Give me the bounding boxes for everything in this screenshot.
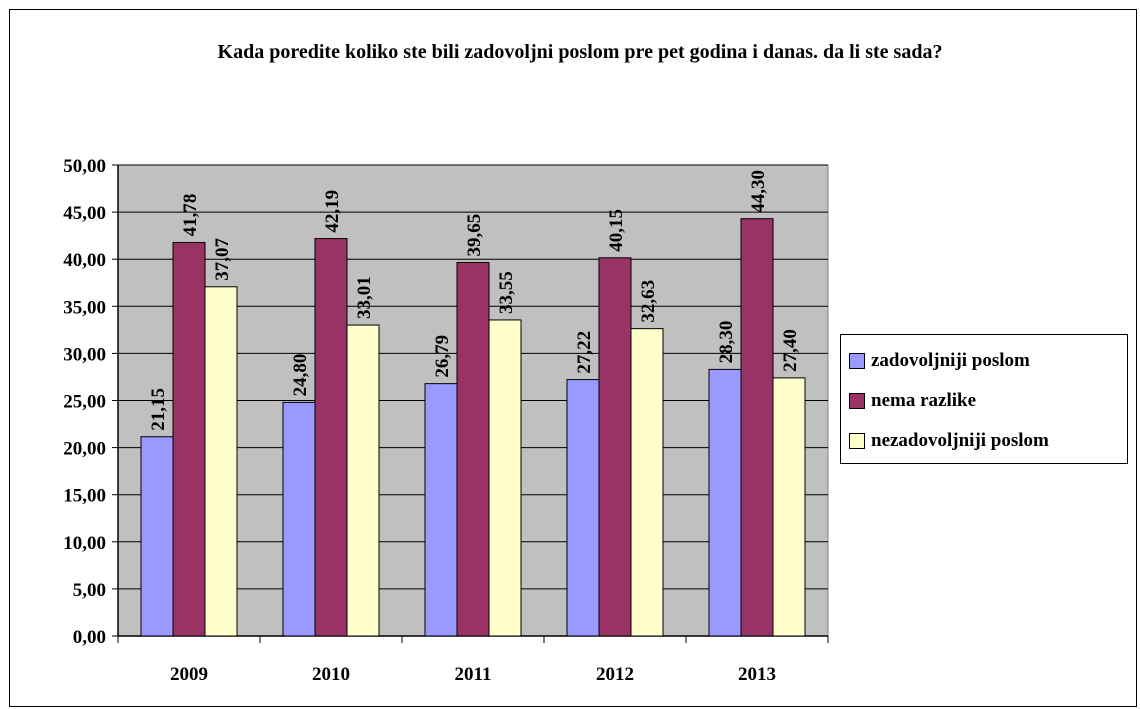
y-tick-label: 35,00 [63,297,106,318]
chart-title: Kada poredite koliko ste bili zadovoljni… [217,41,943,63]
data-label: 28,30 [716,321,737,364]
legend: zadovoljniji poslom nema razlike nezadov… [840,334,1128,464]
data-label: 33,55 [496,271,517,314]
x-category-label: 2010 [312,664,350,685]
bar [772,377,806,637]
legend-label: zadovoljniji poslom [871,350,1030,371]
data-label: 40,15 [606,209,627,252]
legend-item-nezadovoljniji: nezadovoljniji poslom [849,427,1049,455]
data-label: 27,40 [780,329,801,372]
data-label: 37,07 [212,238,233,281]
y-tick-label: 40,00 [63,250,106,271]
bar [456,261,490,637]
y-tick-label: 0,00 [73,627,106,648]
y-tick-label: 30,00 [63,344,106,365]
bar [140,436,174,637]
x-category-label: 2013 [738,664,776,685]
y-tick-label: 50,00 [63,156,106,177]
bar [630,328,664,637]
y-tick-label: 45,00 [63,203,106,224]
bar [708,368,742,637]
data-label: 41,78 [180,194,201,237]
bar [314,238,348,637]
y-tick-label: 5,00 [73,580,106,601]
x-category-label: 2012 [596,664,634,685]
legend-item-zadovoljniji: zadovoljniji poslom [849,347,1030,375]
bar [282,401,316,637]
bar [346,324,380,637]
legend-swatch [849,393,865,409]
data-label: 27,22 [574,331,595,374]
data-label: 24,80 [290,354,311,397]
y-tick-label: 25,00 [63,392,106,413]
data-label: 44,30 [748,170,769,213]
legend-label: nezadovoljniji poslom [871,430,1049,451]
data-label: 33,01 [354,276,375,319]
data-label: 26,79 [432,335,453,378]
bar [598,257,632,637]
legend-label: nema razlike [871,390,977,411]
data-label: 32,63 [638,280,659,323]
legend-swatch [849,353,865,369]
data-label: 39,65 [464,214,485,257]
legend-item-nema-razlike: nema razlike [849,387,976,415]
bar [488,319,522,637]
bar [740,218,774,637]
bar [566,379,600,637]
legend-swatch [849,433,865,449]
y-tick-label: 20,00 [63,439,106,460]
bar [424,383,458,637]
data-label: 21,15 [148,388,169,431]
bar [204,286,238,637]
y-tick-label: 10,00 [63,533,106,554]
data-label: 42,19 [322,190,343,233]
x-category-label: 2011 [455,664,492,685]
x-category-label: 2009 [170,664,208,685]
y-tick-label: 15,00 [63,486,106,507]
bar [172,241,206,637]
